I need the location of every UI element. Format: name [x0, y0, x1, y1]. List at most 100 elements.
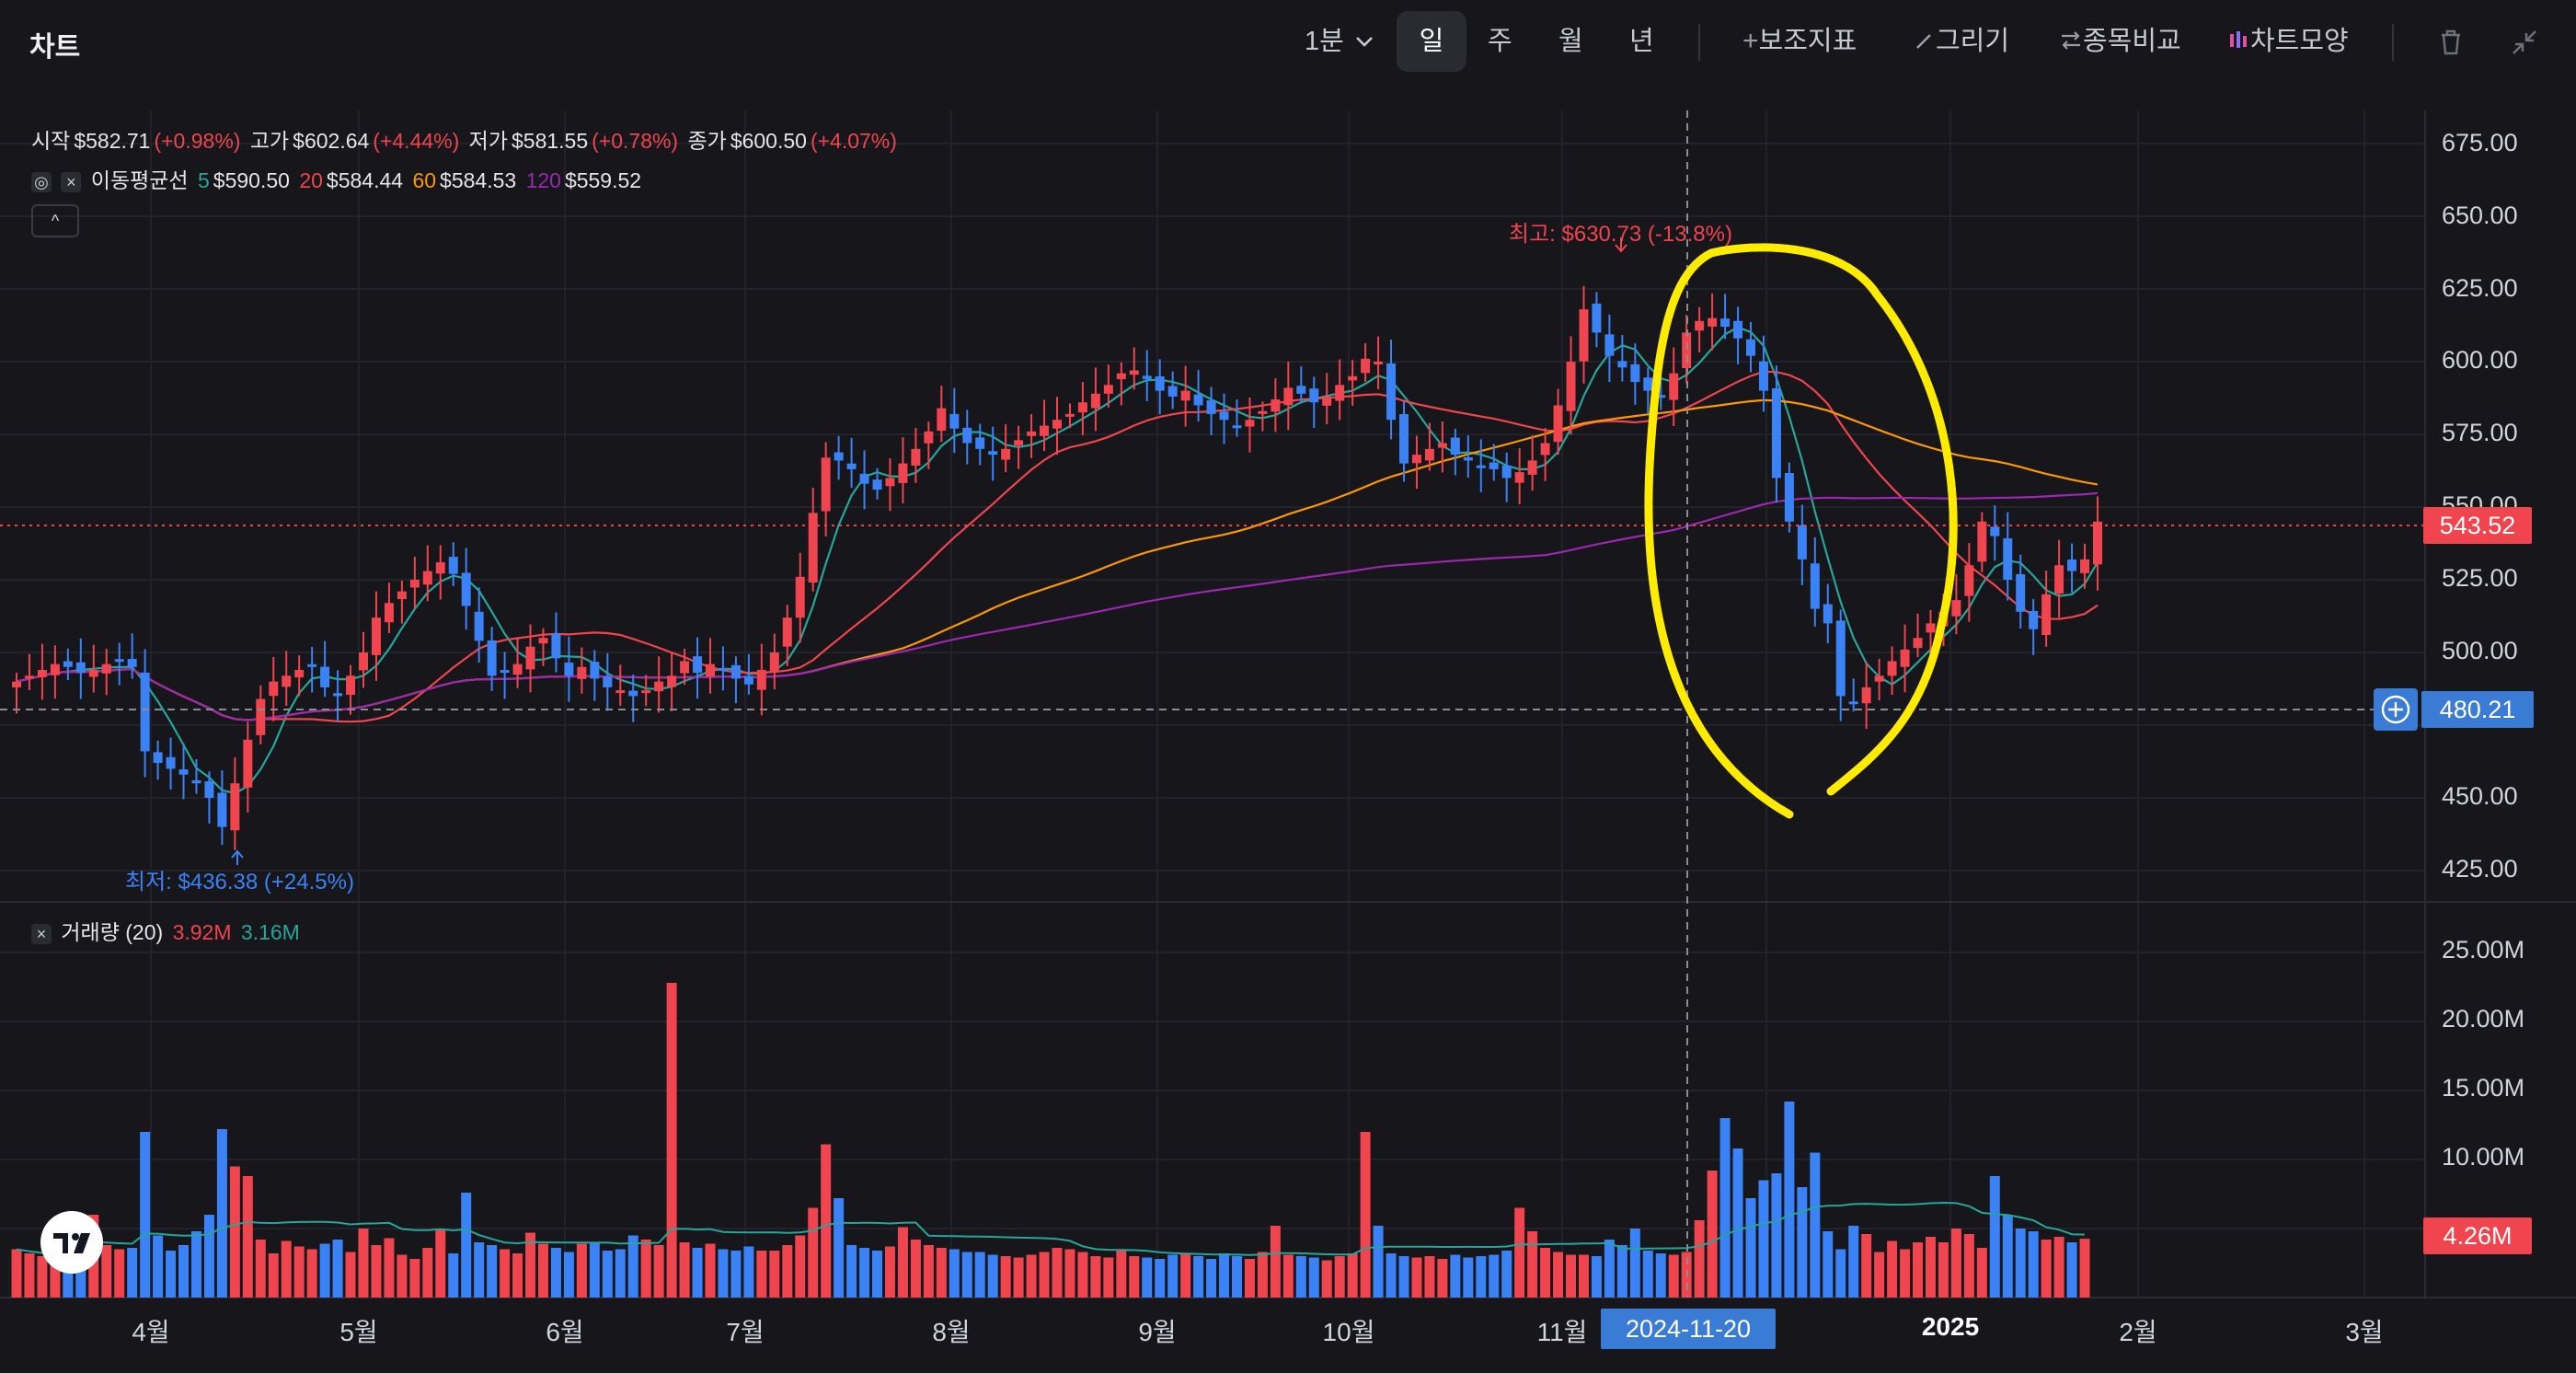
collapse-icon[interactable]	[2504, 22, 2545, 63]
candle	[1553, 405, 1563, 443]
volume-bar	[834, 1198, 845, 1298]
compare-button[interactable]: 종목비교	[2059, 11, 2181, 72]
eye-hidden-icon[interactable]: ◎	[31, 172, 52, 192]
volume-bar	[1874, 1252, 1885, 1298]
close-volume-icon[interactable]: ×	[31, 924, 52, 944]
tab-week[interactable]: 주	[1488, 27, 1512, 56]
add-alert-button[interactable]	[2374, 688, 2418, 731]
candle	[1271, 399, 1281, 412]
volume-bar	[756, 1251, 767, 1298]
volume-bar	[1758, 1180, 1769, 1298]
candle	[24, 675, 34, 679]
candle	[1219, 411, 1229, 421]
volume-bar	[306, 1249, 317, 1298]
candle	[256, 698, 266, 735]
toolbar-divider	[1698, 24, 1700, 61]
candle	[1913, 638, 1923, 649]
candle	[114, 659, 124, 663]
price-tick: 600.00	[2442, 346, 2518, 374]
volume-bar	[1052, 1248, 1063, 1298]
volume-bar	[216, 1129, 227, 1298]
volume-bar	[730, 1251, 742, 1298]
candle	[1951, 600, 1961, 617]
volume-bar	[563, 1252, 574, 1298]
candle	[718, 667, 728, 671]
volume-bar	[422, 1248, 433, 1298]
candle	[2067, 560, 2077, 571]
candle	[1014, 440, 1024, 445]
volume-bar	[1732, 1148, 1743, 1298]
volume-bar	[1180, 1253, 1191, 1298]
volume-bar	[24, 1253, 35, 1298]
volume-bar	[961, 1252, 972, 1298]
trash-icon[interactable]	[2431, 22, 2471, 63]
open-label: 시작	[31, 129, 71, 153]
close-label: 종가	[687, 129, 727, 153]
candle	[1835, 620, 1846, 697]
close-ma-icon[interactable]: ×	[61, 172, 82, 192]
candle	[1129, 370, 1139, 375]
tradingview-logo[interactable]	[40, 1211, 103, 1274]
volume-bar	[1527, 1231, 1538, 1298]
candle	[975, 437, 985, 449]
volume-bar	[537, 1243, 548, 1298]
legend-collapse-button[interactable]: ^	[31, 204, 79, 237]
interval-label: 1분	[1305, 27, 1344, 56]
candle	[2093, 521, 2102, 565]
candle	[88, 669, 98, 677]
chart-style-label: 차트모양	[2250, 27, 2349, 56]
volume-bar	[1745, 1198, 1756, 1298]
candle	[885, 478, 895, 487]
draw-button[interactable]: 그리기	[1914, 11, 2009, 72]
candle	[63, 661, 73, 667]
volume-bar	[1244, 1259, 1255, 1298]
price-tick: 450.00	[2442, 782, 2518, 810]
candle	[269, 681, 279, 697]
month-label: 10월	[1322, 1318, 1375, 1346]
volume-bar	[281, 1240, 292, 1298]
indicators-button[interactable]: +보조지표	[1742, 11, 1857, 72]
candle	[1450, 437, 1460, 456]
high-pct: (+4.44%)	[373, 129, 460, 153]
candle	[294, 669, 305, 678]
low-value: $581.55	[511, 129, 589, 153]
candle	[1810, 563, 1820, 609]
volume-bar	[1103, 1257, 1114, 1298]
candle	[1604, 334, 1615, 356]
candle	[2041, 594, 2052, 636]
candle	[1142, 375, 1152, 379]
candle	[782, 617, 792, 647]
toolbar-divider-2	[2392, 24, 2394, 61]
chart-style-button[interactable]: 차트모양	[2226, 11, 2349, 72]
volume-bar	[1719, 1118, 1731, 1298]
volume-bar	[2079, 1239, 2090, 1298]
volume-bar	[319, 1243, 330, 1298]
interval-dropdown[interactable]: 1분	[1305, 11, 1375, 72]
volume-bar	[1411, 1257, 1422, 1298]
candle	[1040, 425, 1050, 436]
volume-bar	[101, 1245, 112, 1298]
volume-bar	[808, 1207, 819, 1298]
price-tick: 425.00	[2442, 855, 2518, 883]
tab-year[interactable]: 년	[1629, 27, 1654, 56]
volume-bar	[1950, 1229, 1961, 1298]
candle	[756, 669, 766, 690]
candle	[461, 572, 471, 606]
tab-day[interactable]: 일	[1397, 11, 1466, 72]
volume-bar	[795, 1235, 806, 1298]
candle	[1964, 565, 1974, 596]
volume-bar	[153, 1235, 164, 1298]
candle	[1887, 661, 1897, 676]
candle	[2003, 538, 2013, 580]
volume-bar	[500, 1249, 511, 1298]
tab-month[interactable]: 월	[1558, 27, 1583, 56]
volume-bar	[1295, 1256, 1306, 1298]
volume-bar	[666, 983, 677, 1298]
candle	[1090, 393, 1100, 409]
volume-bar	[859, 1248, 870, 1298]
ma120-period: 120	[525, 168, 561, 192]
volume-bar	[602, 1251, 613, 1298]
candle	[333, 693, 343, 697]
ma20-period: 20	[299, 168, 323, 192]
